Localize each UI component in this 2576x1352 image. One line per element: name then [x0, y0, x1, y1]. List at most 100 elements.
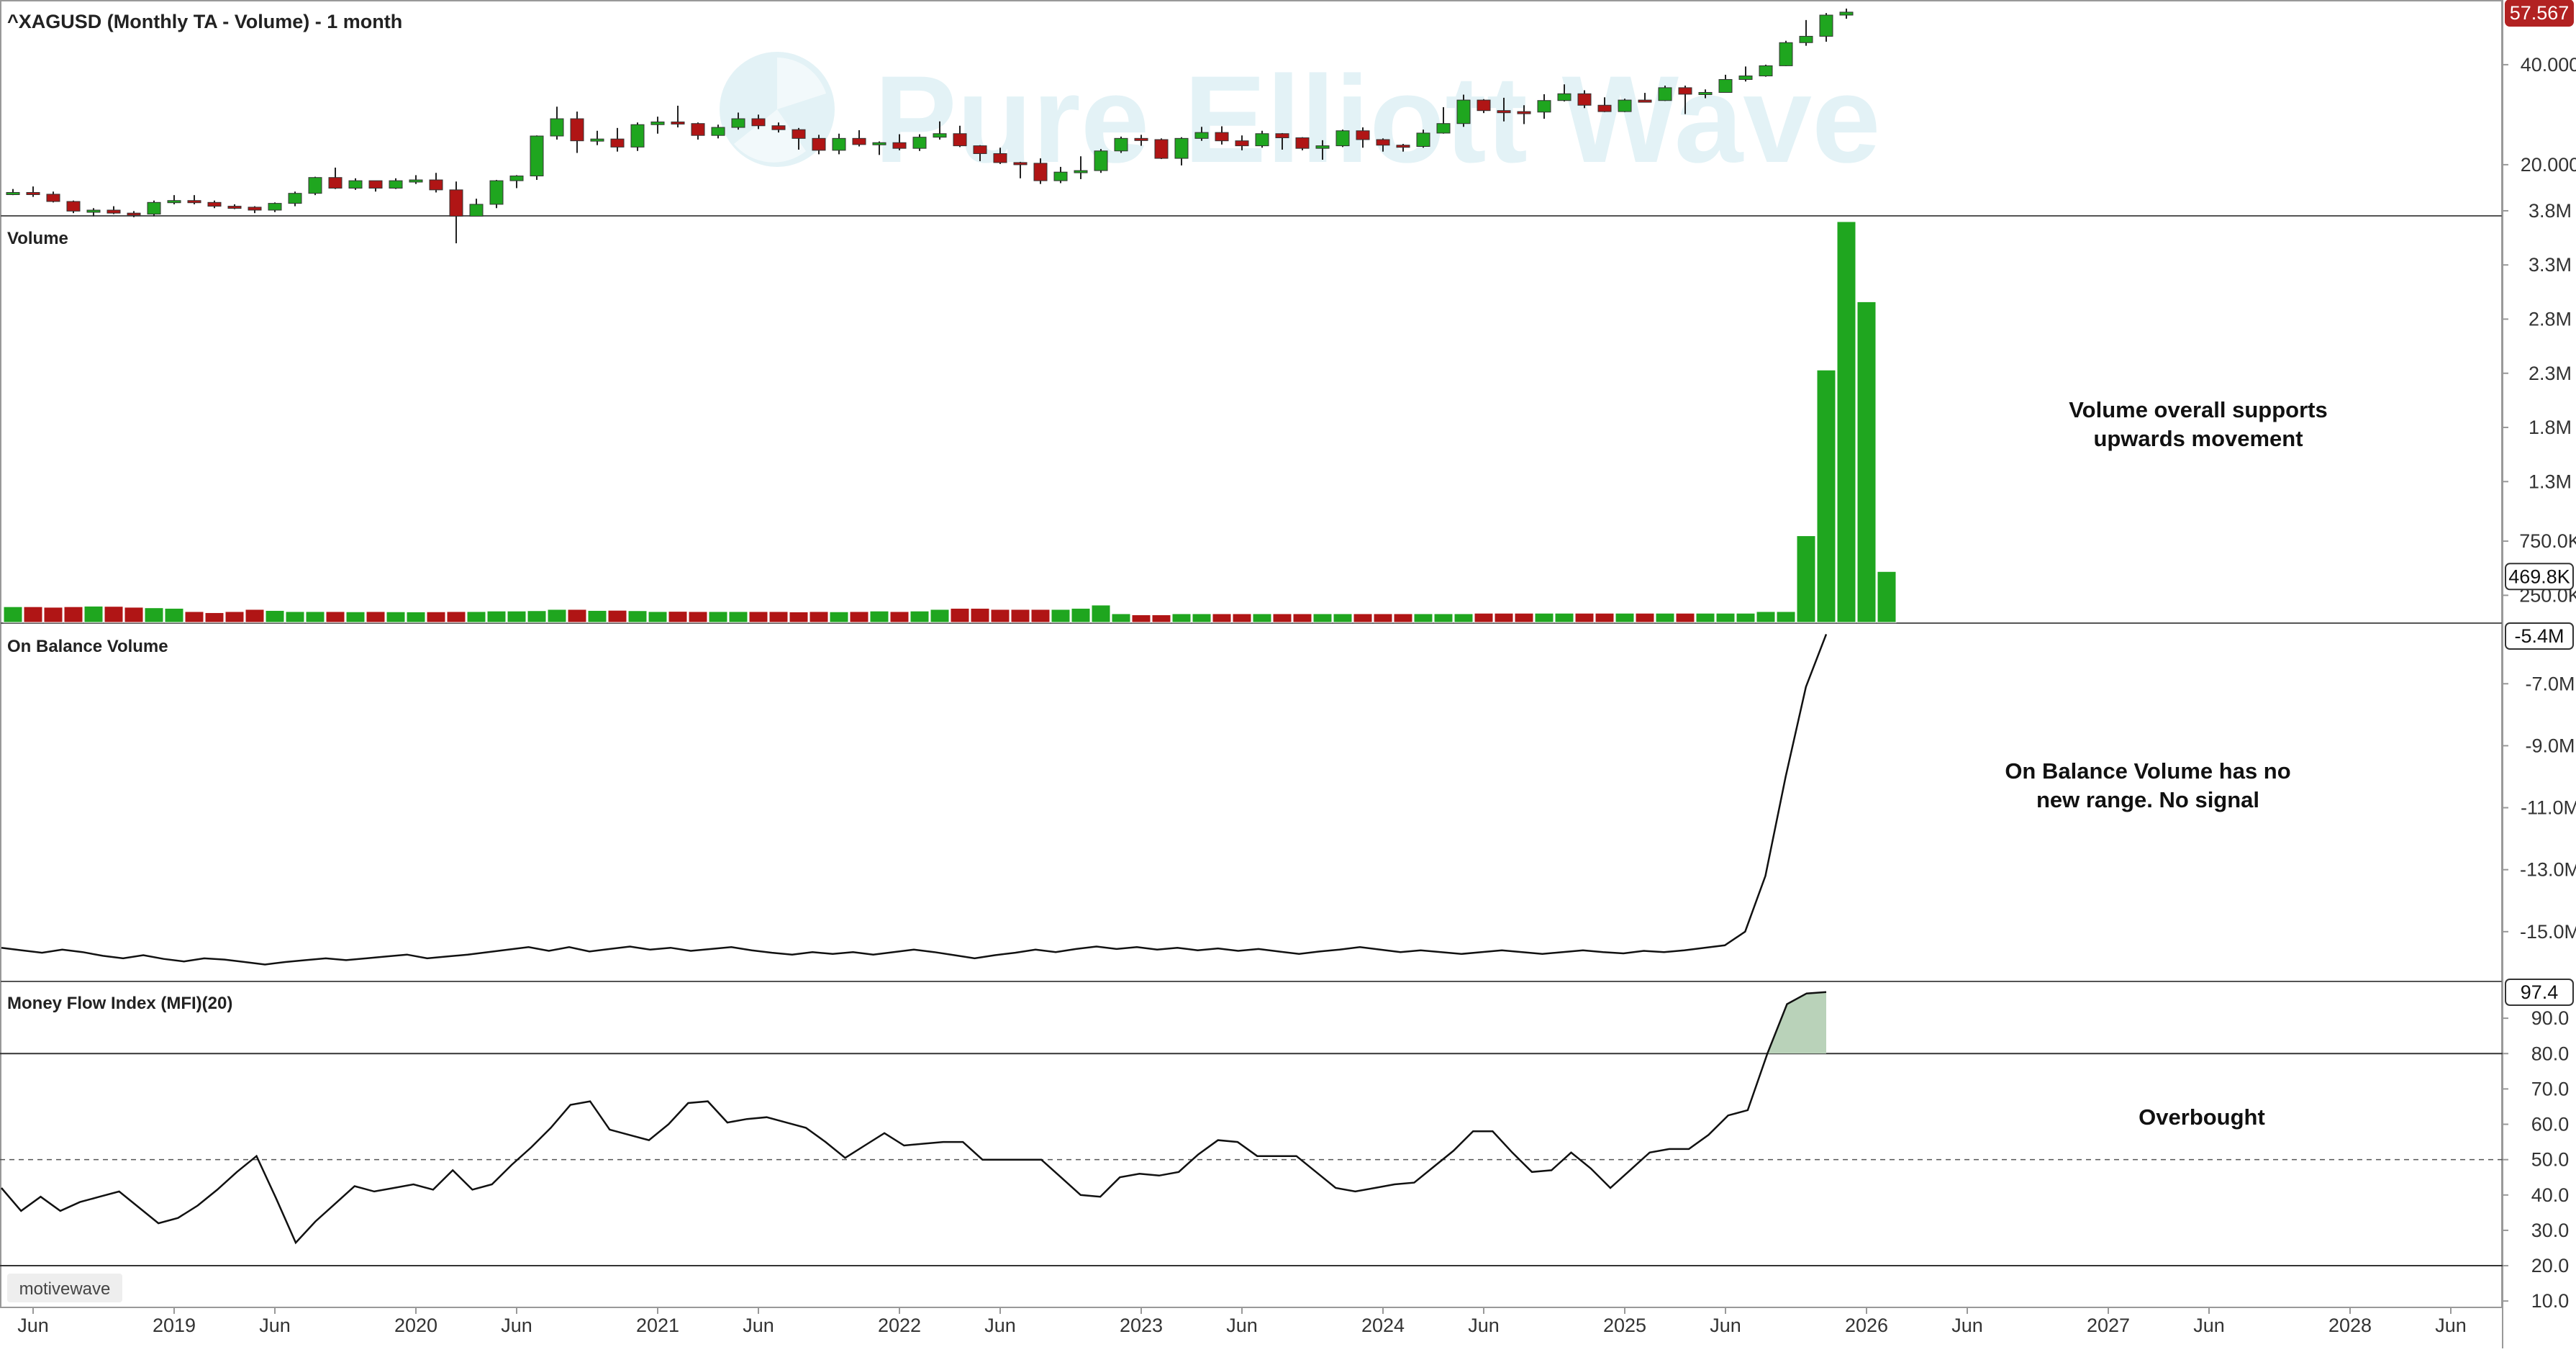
candle [288, 191, 302, 207]
volume-bar [990, 609, 1010, 623]
candle-body [1315, 145, 1330, 149]
candle [993, 148, 1007, 164]
x-tick-label: Jun [1951, 1315, 1983, 1336]
motivewave-badge-text: motivewave [19, 1279, 111, 1299]
candle-body [1255, 133, 1269, 147]
candle-body [469, 204, 484, 217]
candle-body [509, 176, 524, 181]
candle [771, 122, 786, 133]
obv-axis-tick-label: -13.0M [2520, 859, 2576, 881]
candle-body [650, 121, 665, 125]
price-last-value-box [2505, 0, 2574, 27]
volume-bar [1292, 613, 1312, 623]
candle-body [1517, 111, 1531, 114]
candle [1436, 106, 1451, 134]
volume-bar [1856, 301, 1877, 623]
volume-bar [486, 610, 507, 623]
volume-panel: 250.0K750.0K1.3M1.8M2.3M2.8M3.3M3.8M469.… [3, 200, 2576, 623]
mfi-axis-tick-label: 30.0 [2531, 1220, 2570, 1241]
x-tick-label: 2022 [878, 1315, 921, 1336]
candle-body [1416, 132, 1430, 148]
volume-bar [446, 611, 466, 623]
candle [1577, 90, 1592, 109]
volume-bar [406, 611, 426, 623]
volume-bar [1494, 612, 1514, 623]
candle-body [1235, 140, 1249, 147]
obv-panel-title: On Balance Volume [7, 637, 168, 656]
price-axis-tick-label: 20.000 [2521, 154, 2576, 176]
candle [1416, 130, 1430, 148]
volume-bar [728, 611, 748, 623]
volume-bar [910, 610, 930, 623]
candle [1275, 132, 1289, 150]
candle-body [1335, 130, 1350, 147]
candle-body [368, 180, 383, 189]
mfi-line [1, 991, 1827, 1245]
candle-body [389, 180, 403, 189]
volume-bar [1010, 609, 1030, 623]
candle-body [812, 137, 826, 151]
volume-bar [1131, 614, 1151, 623]
volume-bar [1877, 571, 1897, 623]
x-tick-label: 2025 [1603, 1315, 1646, 1336]
motivewave-badge-background [7, 1274, 122, 1302]
candle-body [227, 206, 242, 209]
volume-bar [204, 612, 225, 623]
price-panel: 20.000 40.000 57.567 [6, 0, 2576, 244]
volume-bar [1655, 612, 1675, 623]
volume-bar [1151, 614, 1171, 623]
volume-bar [1212, 613, 1232, 623]
candle [449, 181, 463, 244]
volume-bar [164, 607, 184, 623]
volume-bar [1756, 611, 1776, 623]
candle-body [1839, 12, 1854, 16]
mfi-last-value-label: 97.4 [2521, 981, 2559, 1003]
candle [1255, 130, 1269, 148]
watermark-text: Pure Elliott Wave [874, 50, 1881, 189]
candle-body [792, 129, 806, 139]
candle [650, 117, 665, 134]
candle [227, 204, 242, 209]
candle-body [6, 191, 20, 195]
x-tick-label: Jun [501, 1315, 532, 1336]
candle [892, 134, 907, 150]
candle-body [610, 138, 625, 148]
candle-body [1295, 137, 1310, 149]
candle [1557, 84, 1572, 102]
volume-last-value-box [2505, 563, 2574, 591]
volume-axis-tick-label: 2.8M [2529, 308, 2572, 330]
candle-body [691, 123, 705, 136]
volume-bar [587, 609, 607, 623]
volume-bar [1776, 611, 1796, 623]
candle-body [1356, 130, 1370, 140]
candle [66, 200, 81, 214]
x-tick-label: Jun [1468, 1315, 1500, 1336]
candle-body [1033, 163, 1048, 181]
candle [6, 189, 20, 196]
candle [1779, 40, 1793, 66]
candle-body [1537, 100, 1551, 113]
candle [1759, 64, 1773, 77]
volume-bar [265, 609, 285, 623]
candle [1315, 140, 1330, 160]
candle-body [86, 209, 101, 213]
candle [127, 211, 141, 217]
volume-bar [1635, 612, 1655, 623]
candle [1174, 137, 1189, 165]
obv-axis-tick-label: -9.0M [2525, 735, 2575, 756]
candle-body [1154, 139, 1169, 159]
volume-bar [1514, 612, 1534, 623]
volume-last-value-label: 469.8K [2508, 566, 2570, 587]
candle-body [550, 118, 564, 137]
volume-axis-tick-label: 1.8M [2529, 417, 2572, 438]
candle [691, 122, 705, 140]
candle-body [1215, 132, 1229, 142]
volume-bar [285, 611, 305, 623]
volume-axis-tick-label: 2.3M [2529, 363, 2572, 384]
volume-bar [1675, 612, 1695, 623]
candle-body [590, 138, 604, 142]
candle [187, 195, 201, 204]
candle-body [731, 118, 745, 128]
